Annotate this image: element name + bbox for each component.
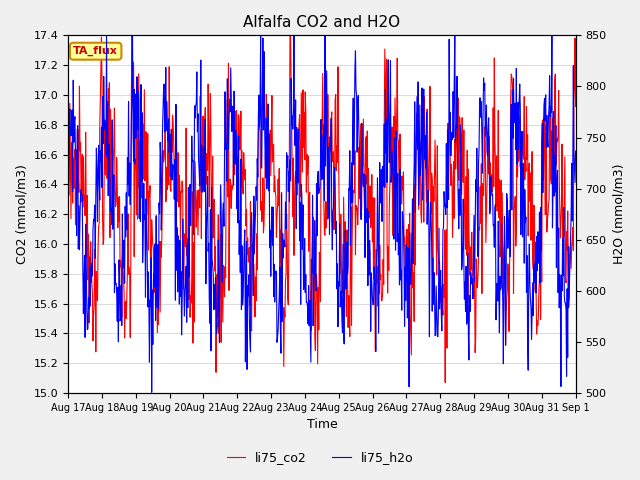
X-axis label: Time: Time [307, 419, 337, 432]
Legend: li75_co2, li75_h2o: li75_co2, li75_h2o [221, 446, 419, 469]
Line: li75_h2o: li75_h2o [68, 36, 575, 392]
Y-axis label: H2O (mmol/m3): H2O (mmol/m3) [612, 164, 625, 264]
Title: Alfalfa CO2 and H2O: Alfalfa CO2 and H2O [243, 15, 401, 30]
Text: TA_flux: TA_flux [73, 46, 118, 56]
Y-axis label: CO2 (mmol/m3): CO2 (mmol/m3) [15, 164, 28, 264]
Line: li75_co2: li75_co2 [68, 36, 575, 383]
